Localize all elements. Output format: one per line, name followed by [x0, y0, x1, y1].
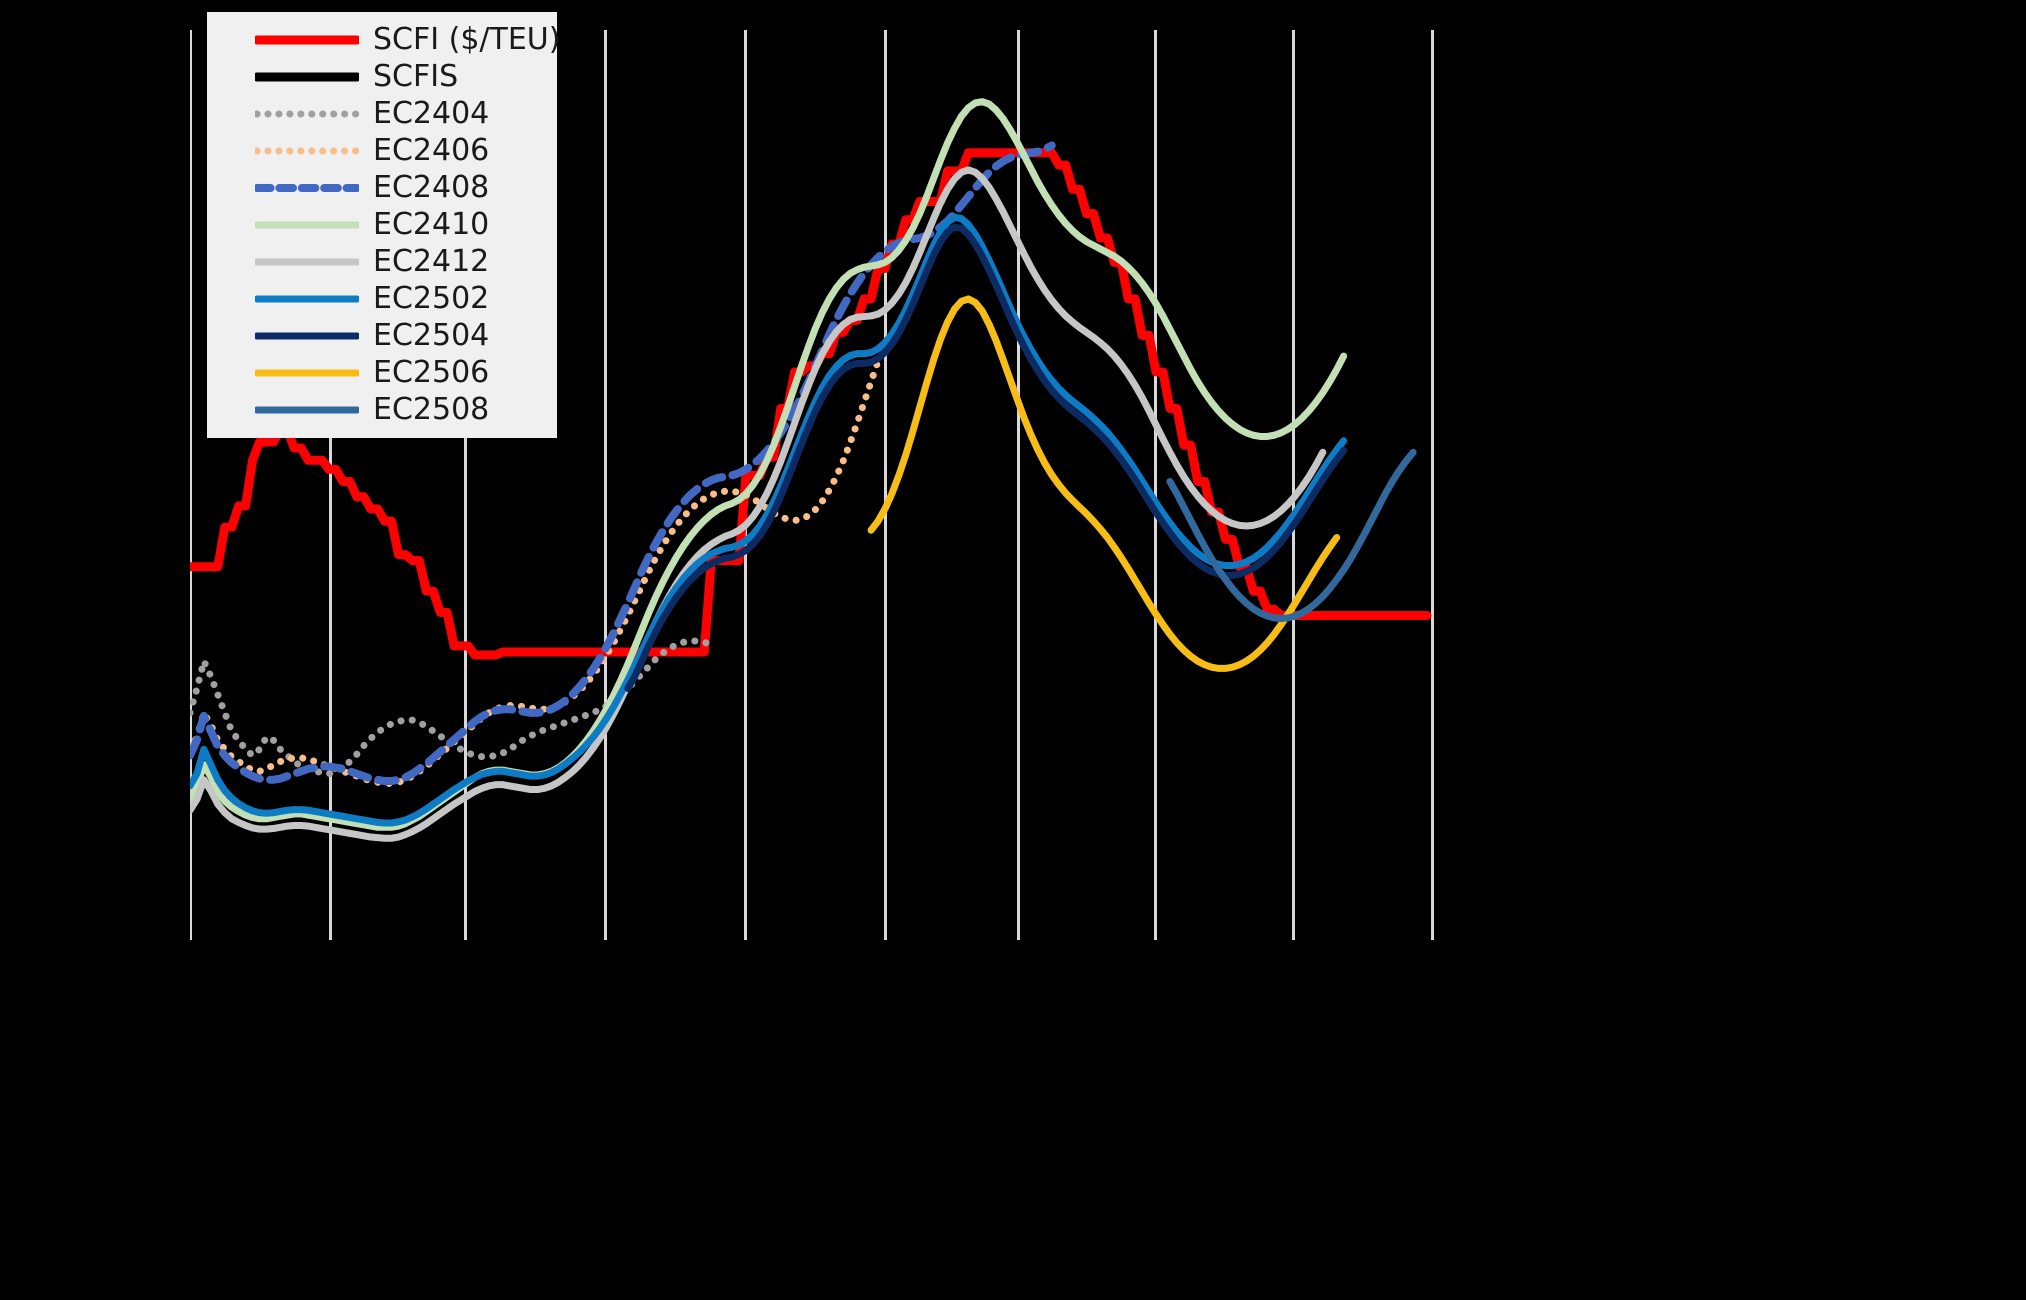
legend-swatch-icon: [255, 212, 359, 238]
legend-item-ec2504[interactable]: EC2504: [207, 317, 557, 354]
series-line-ec2502: [190, 213, 1348, 827]
legend-item-scfis[interactable]: SCFIS: [207, 59, 557, 96]
legend-item-label: SCFIS: [373, 59, 459, 95]
legend-swatch-icon: [255, 286, 359, 312]
series-line-ec2504: [624, 223, 1348, 692]
legend-swatch-icon: [255, 175, 359, 201]
legend-item-label: EC2504: [373, 317, 490, 353]
legend-item-label: EC2410: [373, 206, 490, 242]
legend-swatch-icon: [255, 27, 359, 53]
series-layer: [190, 98, 1432, 842]
legend-item-label: EC2506: [373, 354, 490, 390]
legend-item-label: EC2408: [373, 170, 490, 206]
legend-item-ec2508[interactable]: EC2508: [207, 391, 557, 428]
legend-item-label: EC2406: [373, 133, 490, 169]
legend-swatch-icon: [255, 249, 359, 275]
legend-swatch-icon: [255, 323, 359, 349]
legend-item-label: SCFI ($/TEU): [373, 22, 561, 58]
legend-item-ec2412[interactable]: EC2412: [207, 243, 557, 280]
legend-item-ec2502[interactable]: EC2502: [207, 280, 557, 317]
legend-item-ec2506[interactable]: EC2506: [207, 354, 557, 391]
series-line-ec2412: [190, 166, 1327, 842]
legend-swatch-icon: [255, 138, 359, 164]
plot-svg: [190, 30, 1434, 940]
legend-item-ec2408[interactable]: EC2408: [207, 170, 557, 207]
legend-item-ec2406[interactable]: EC2406: [207, 133, 557, 170]
legend-item-label: EC2404: [373, 96, 490, 132]
legend-item-label: EC2502: [373, 280, 490, 316]
legend-item-label: EC2508: [373, 391, 490, 427]
series-line-ec2508: [1166, 448, 1417, 622]
legend-swatch-icon: [255, 397, 359, 423]
series-line-ec2408: [190, 141, 1056, 786]
legend-item-label: EC2412: [373, 243, 490, 279]
legend-swatch-icon: [255, 64, 359, 90]
series-line-ec2506: [867, 295, 1341, 672]
legend-swatch-icon: [255, 360, 359, 386]
chart-legend: SCFI ($/TEU) SCFIS EC2404 EC2406 EC2408 EC241…: [207, 12, 561, 438]
legend-item-scfi-teu[interactable]: SCFI ($/TEU): [207, 22, 561, 59]
series-line-ec2410: [190, 98, 1348, 831]
legend-item-ec2404[interactable]: EC2404: [207, 96, 557, 133]
legend-swatch-icon: [255, 101, 359, 127]
plot-area: [190, 30, 1434, 940]
legend-item-ec2410[interactable]: EC2410: [207, 207, 557, 244]
